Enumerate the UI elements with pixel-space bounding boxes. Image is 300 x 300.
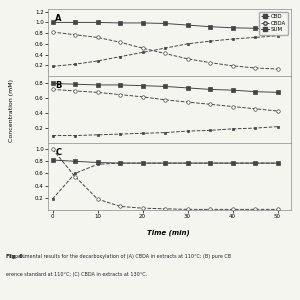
Text: C: C: [55, 148, 61, 157]
Text: Fig. 6.: Fig. 6.: [6, 254, 25, 259]
Legend: CBD, CBDA, SUM: CBD, CBDA, SUM: [259, 12, 288, 34]
Text: erence standard at 110°C; (C) CBDA in extracts at 130°C.: erence standard at 110°C; (C) CBDA in ex…: [6, 272, 147, 277]
Text: Concentration (mM): Concentration (mM): [9, 80, 14, 142]
Text: Time (min): Time (min): [147, 229, 189, 236]
Text: B: B: [55, 81, 62, 90]
Text: A: A: [55, 14, 62, 23]
Text: Experimental results for the decarboxylation of (A) CBDA in extracts at 110°C; (: Experimental results for the decarboxyla…: [6, 254, 231, 259]
